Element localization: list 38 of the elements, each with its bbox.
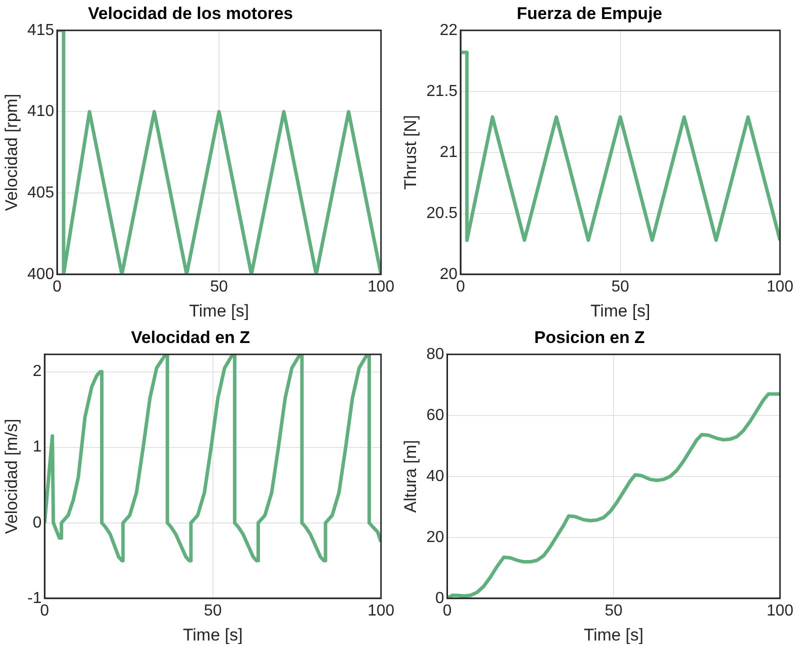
y-tick-label: 20 <box>426 528 444 546</box>
x-tick-label: 50 <box>210 278 228 296</box>
x-tick-label: 50 <box>604 602 623 620</box>
y-tick-label: 60 <box>426 406 444 424</box>
y-tick-label: 80 <box>426 346 444 363</box>
x-tick-label: 100 <box>368 602 394 620</box>
y-axis-title: Velocidad [m/s] <box>2 418 21 534</box>
chart-title: Velocidad de los motores <box>88 4 294 23</box>
y-tick-label: 410 <box>27 103 54 120</box>
x-axis-title: Time [s] <box>182 625 243 644</box>
y-axis-title: Thrust [N] <box>400 115 420 190</box>
y-tick-label: 40 <box>426 468 444 485</box>
x-tick-label: 100 <box>368 278 394 296</box>
y-tick-label: -1 <box>27 590 42 607</box>
y-tick-label: 20.5 <box>426 204 458 222</box>
y-tick-label: 1 <box>32 438 42 456</box>
y-tick-label: 21 <box>440 144 458 161</box>
chart-title: Posicion en Z <box>534 328 645 347</box>
y-tick-label: 0 <box>32 514 42 532</box>
y-axis-title: Velocidad [rpm] <box>2 94 21 211</box>
y-tick-label: 22 <box>440 22 458 39</box>
x-tick-label: 50 <box>611 278 630 296</box>
y-tick-label: 405 <box>27 184 54 202</box>
x-tick-label: 50 <box>204 602 222 620</box>
y-tick-label: 21.5 <box>426 82 458 100</box>
x-tick-label: 100 <box>766 602 794 620</box>
y-tick-label: 415 <box>27 22 54 39</box>
x-axis-title: Time [s] <box>590 301 650 320</box>
y-tick-label: 2 <box>32 363 42 380</box>
chart-title: Velocidad en Z <box>130 328 250 347</box>
x-axis-title: Time [s] <box>189 301 249 320</box>
x-tick-label: 100 <box>766 278 794 296</box>
y-tick-label: 0 <box>435 590 444 607</box>
y-tick-label: 20 <box>440 266 458 283</box>
y-tick-label: 400 <box>27 266 54 283</box>
y-axis-title: Altura [m] <box>400 440 420 513</box>
x-axis-title: Time [s] <box>584 625 644 644</box>
chart-title: Fuerza de Empuje <box>516 4 662 23</box>
